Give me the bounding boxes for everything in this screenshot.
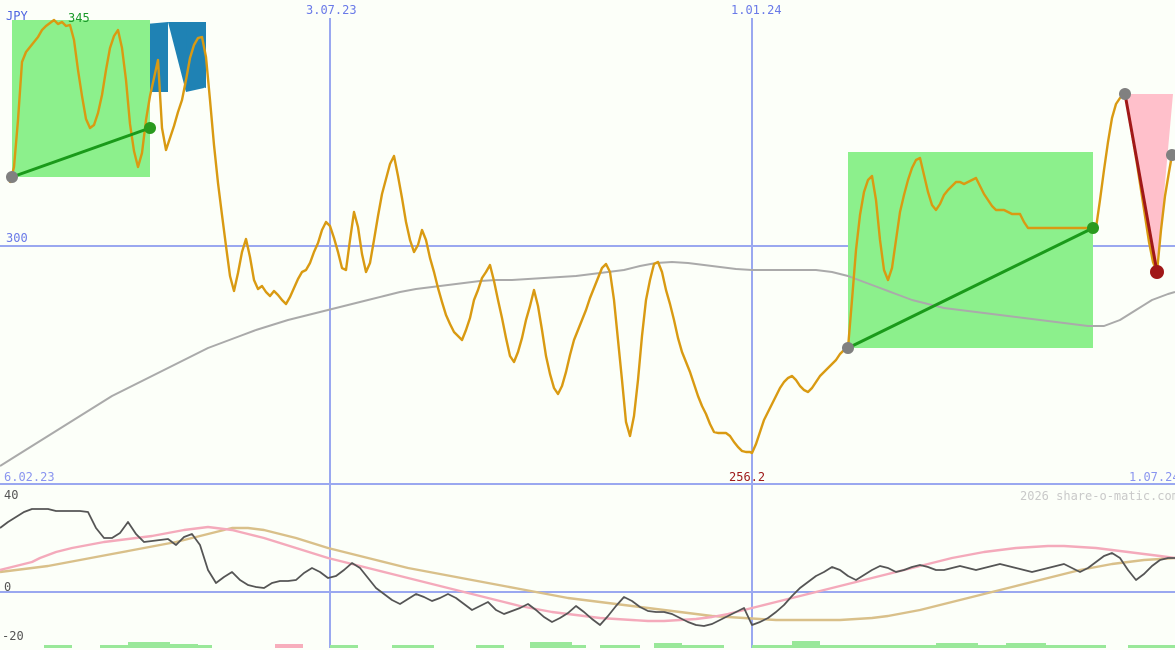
x-axis-start-label: 6.02.23 (4, 470, 55, 484)
uptrend-zone (848, 152, 1093, 348)
uptrend-line (11, 126, 151, 179)
histogram-bar (682, 645, 724, 648)
histogram-bar (100, 645, 128, 648)
pivot-start-2[interactable] (842, 342, 854, 354)
histogram-bar (44, 645, 72, 648)
histogram-bar (198, 645, 212, 648)
histogram-bar (330, 645, 358, 648)
indicator-y-label-0: 0 (4, 580, 12, 594)
logo-n-left (146, 22, 168, 92)
price-polyline (8, 18, 1174, 455)
pivot-last[interactable] (1166, 149, 1175, 161)
high-value-label: 345 (68, 11, 90, 25)
histogram-bar (1006, 643, 1046, 648)
histogram-bar (392, 645, 434, 648)
logo-n-right (186, 22, 206, 88)
price-line (8, 18, 1174, 455)
histogram-bars (44, 641, 1175, 648)
x-axis-end-label: 1.07.24 (1129, 470, 1175, 484)
moving-average-line (0, 261, 1175, 467)
pivot-end-1[interactable] (144, 122, 156, 134)
pivot-markers[interactable] (6, 88, 1175, 354)
signal-pink-polyline (0, 525, 1175, 623)
histogram-bar (275, 644, 303, 648)
x-axis-label-1: 3.07.23 (306, 3, 357, 17)
histogram-bar (170, 644, 198, 648)
histogram-bar (1046, 645, 1106, 648)
histogram-bar (530, 642, 572, 648)
pivot-end-2[interactable] (1087, 222, 1099, 234)
currency-label: JPY (6, 9, 28, 23)
histogram-bar (792, 641, 820, 648)
histogram-bar (654, 643, 682, 648)
indicator-y-label-neg20: -20 (2, 629, 24, 643)
low-value-label: 256.2 (729, 470, 766, 484)
pivot-start-3[interactable] (1119, 88, 1131, 100)
histogram-bar (476, 645, 504, 648)
histogram-bar (572, 645, 586, 648)
histogram-bar (128, 642, 170, 648)
histogram-bar (936, 643, 978, 648)
trend-lines (11, 93, 1159, 350)
histogram-bar (978, 645, 1006, 648)
y-axis-label-300: 300 (6, 231, 28, 245)
x-axis-label-2: 1.01.24 (731, 3, 782, 17)
histogram-bar (752, 645, 792, 648)
macd-polyline (0, 508, 1175, 627)
downtrend-line (1123, 93, 1159, 273)
histogram-bar (1128, 645, 1175, 648)
uptrend-line (847, 226, 1094, 350)
pivot-start-1[interactable] (6, 171, 18, 183)
pivot-end-3[interactable] (1150, 265, 1164, 279)
moving-average-polyline (0, 261, 1175, 467)
credit-watermark: 2026 share-o-matic.com (1020, 489, 1175, 503)
histogram-bar (600, 645, 640, 648)
indicator-panel (0, 508, 1175, 627)
indicator-y-label-40: 40 (4, 488, 19, 502)
signal-tan-polyline (0, 526, 1175, 622)
histogram-bar (820, 645, 936, 648)
